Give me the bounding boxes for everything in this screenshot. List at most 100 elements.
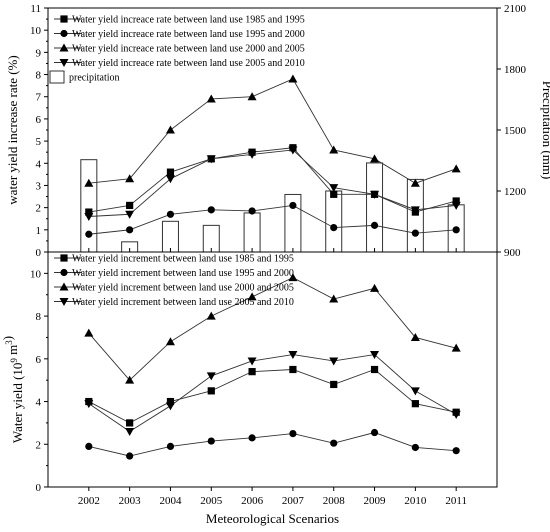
bottom-series-1-point-2008 xyxy=(330,439,338,447)
top-series-1-point-2006 xyxy=(248,207,256,215)
bottom-series-1-point-2011 xyxy=(452,447,460,455)
bottom-series-3-point-2011 xyxy=(451,410,461,419)
top-series-3-point-2002 xyxy=(84,213,94,222)
top-series-3-point-2003 xyxy=(125,210,135,219)
top-series-1-point-2010 xyxy=(411,229,419,237)
bottom-series-1-point-2005 xyxy=(207,437,215,445)
bottom-series-line-0 xyxy=(88,368,457,424)
top-y2-tick-label: 1200 xyxy=(504,186,527,198)
bottom-series-2-point-2006 xyxy=(247,292,257,301)
top-series-1-point-2011 xyxy=(452,226,460,234)
bottom-series-0-point-2010 xyxy=(411,400,419,408)
precipitation-bar-2004 xyxy=(161,220,179,253)
top-series-0-point-2003 xyxy=(126,201,134,210)
top-y-tick-label: 2 xyxy=(36,203,42,215)
precipitation-bar-2002 xyxy=(80,159,98,253)
bottom-series-2-point-2005 xyxy=(206,311,216,320)
top-series-1-point-2005 xyxy=(207,206,215,214)
precipitation-bar-2008 xyxy=(325,190,343,253)
top-series-3-point-2011 xyxy=(451,201,461,210)
top-y-axis-label: water yield increase rate (%) xyxy=(5,55,20,204)
top-legend-marker xyxy=(60,15,68,23)
bottom-legend-label: Water yield increment between land use 2… xyxy=(72,283,294,294)
bottom-y-tick-label: 2 xyxy=(36,439,42,451)
top-series-2-point-2003 xyxy=(125,174,135,183)
x-axis-label: Meteorological Scenarios xyxy=(206,511,339,526)
bottom-legend-marker xyxy=(60,268,68,277)
top-legend-marker xyxy=(59,59,69,67)
bottom-y-tick-label: 10 xyxy=(30,268,42,280)
x-tick-label-2006: 2006 xyxy=(241,495,264,507)
top-y-tick-label: 8 xyxy=(36,70,42,82)
top-legend-label: precipitation xyxy=(69,73,120,84)
top-series-1-point-2009 xyxy=(370,221,379,229)
bottom-series-0-point-2007 xyxy=(289,365,297,374)
top-y-tick-label: 9 xyxy=(36,47,42,59)
top-series-2-point-2009 xyxy=(370,154,380,163)
bottom-legend-label: Water yield increment between land use 1… xyxy=(72,254,294,265)
top-series-0-point-2011 xyxy=(452,197,460,205)
top-series-2-point-2004 xyxy=(165,125,175,134)
top-y-tick-label: 0 xyxy=(36,247,42,259)
top-y2-tick-label: 2100 xyxy=(504,3,527,15)
bottom-series-3-point-2008 xyxy=(329,357,339,366)
top-legend-marker xyxy=(60,29,68,38)
top-series-line-2 xyxy=(88,78,457,184)
x-tick-label-2005: 2005 xyxy=(200,495,223,507)
bottom-y-tick-label: 0 xyxy=(36,482,42,494)
top-series-line-3 xyxy=(88,149,457,217)
bottom-legend-marker xyxy=(59,282,69,291)
bottom-series-3-point-2010 xyxy=(410,387,420,396)
top-y2-tick-label: 1800 xyxy=(504,64,527,76)
precipitation-bar-2009 xyxy=(366,162,384,253)
bottom-series-3-point-2004 xyxy=(165,402,175,411)
top-series-3-point-2004 xyxy=(165,175,175,184)
bottom-series-2-point-2004 xyxy=(165,337,175,346)
top-y-tick-label: 11 xyxy=(30,3,41,15)
x-axis: 2002 2003 2004 2005 2006 2007 2008 2009 2010 2011… xyxy=(78,248,467,526)
bottom-series-1-point-2003 xyxy=(126,452,134,460)
bottom-series-0-point-2005 xyxy=(207,387,215,395)
top-legend-label: Water yield increace rate between land u… xyxy=(72,29,305,40)
bottom-y-tick-label: 8 xyxy=(36,311,42,323)
bottom-series-0-point-2009 xyxy=(370,365,379,374)
bottom-series-1-point-2010 xyxy=(411,443,419,452)
top-series-3-point-2007 xyxy=(288,146,298,155)
bottom-series-line-1 xyxy=(88,432,457,457)
top-y2-tick-label: 900 xyxy=(504,247,521,259)
top-y2-tick-label: 1500 xyxy=(504,125,527,137)
top-series-2-point-2006 xyxy=(247,92,257,101)
bottom-series-3-point-2006 xyxy=(247,357,257,366)
x-tick-label-2007: 2007 xyxy=(282,495,305,507)
top-series-3-point-2009 xyxy=(370,190,380,199)
bottom-y-axis-label: Water yield (109 m3) xyxy=(0,336,25,443)
x-tick-label-2011: 2011 xyxy=(445,495,467,507)
bottom-legend-label: Water yield increment between land use 1… xyxy=(72,268,294,279)
bottom-series-3-point-2007 xyxy=(288,351,298,360)
top-series-3-point-2008 xyxy=(329,184,339,193)
bottom-series-0-point-2003 xyxy=(126,419,134,427)
x-tick-label-2009: 2009 xyxy=(364,495,387,507)
top-legend-label: Water yield increace rate between land u… xyxy=(72,58,305,69)
bottom-y-tick-label: 4 xyxy=(36,397,42,409)
top-series-1-point-2004 xyxy=(166,210,175,218)
bottom-series-2-point-2011 xyxy=(451,343,461,352)
bottom-series-1-point-2006 xyxy=(248,434,256,442)
top-y2-axis-label: Precipitation (mm) xyxy=(540,81,550,180)
bottom-series-0-point-2008 xyxy=(330,380,338,389)
x-tick-label-2010: 2010 xyxy=(404,495,427,507)
bottom-legend-marker xyxy=(59,298,69,306)
top-y-tick-label: 5 xyxy=(36,136,42,148)
top-legend-bar-swatch xyxy=(49,70,65,84)
x-tick-label-2008: 2008 xyxy=(323,495,346,507)
top-series-2-point-2002 xyxy=(84,178,94,187)
top-y-tick-label: 4 xyxy=(36,158,42,170)
bottom-series-line-2 xyxy=(88,277,457,381)
top-series-2-point-2011 xyxy=(451,164,461,173)
bottom-series-3-point-2009 xyxy=(370,351,380,360)
bottom-legend-label: Water yield increment between land use 2… xyxy=(72,297,294,308)
top-legend-marker xyxy=(59,43,69,52)
top-series-line-1 xyxy=(88,204,457,235)
top-series-3-point-2006 xyxy=(247,150,257,159)
bottom-series-1-point-2007 xyxy=(289,429,297,438)
